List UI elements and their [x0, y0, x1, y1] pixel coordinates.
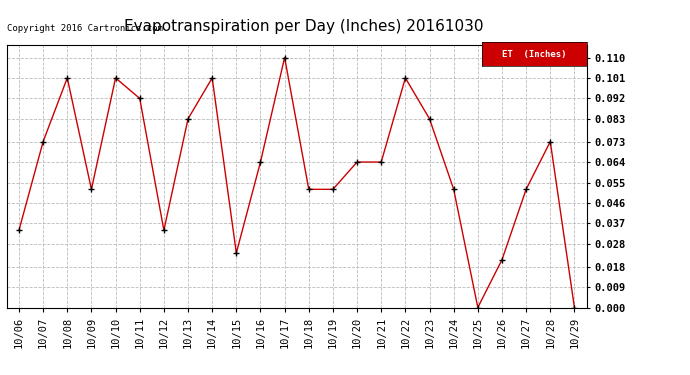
Text: Evapotranspiration per Day (Inches) 20161030: Evapotranspiration per Day (Inches) 2016… — [124, 19, 484, 34]
Text: Copyright 2016 Cartronics.com: Copyright 2016 Cartronics.com — [7, 24, 163, 33]
